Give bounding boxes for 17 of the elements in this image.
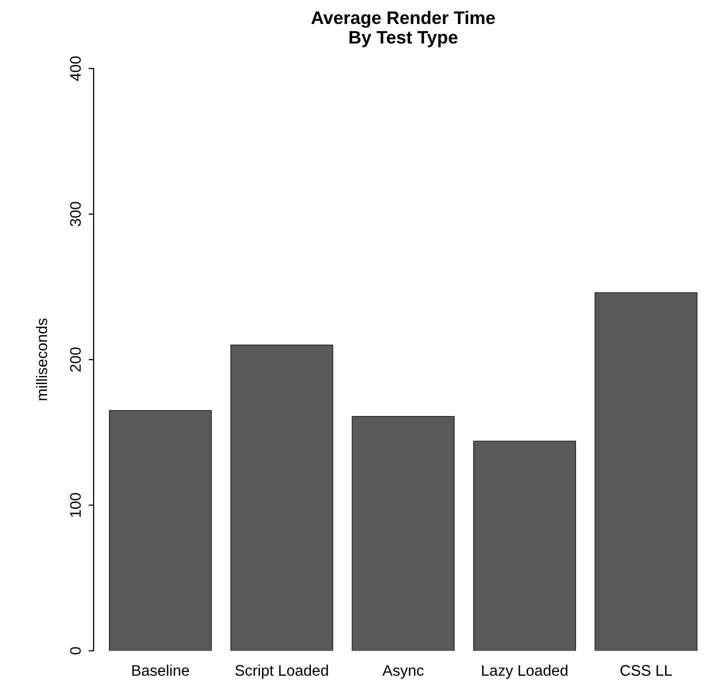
x-tick-label: Async (382, 665, 424, 679)
bar (352, 416, 455, 651)
x-tick-label: Baseline (132, 664, 189, 676)
bar (230, 344, 334, 651)
x-tick-label: Lazy Loaded (482, 664, 568, 679)
bar (594, 292, 698, 651)
bar (108, 410, 212, 651)
x-tick-label: Script Loaded (235, 664, 328, 679)
chart-title: Average Render Time By Test Type (311, 10, 495, 48)
y-tick-label: 200 (70, 347, 81, 372)
y-tick-label: 400 (70, 56, 81, 81)
bar (473, 440, 576, 651)
x-tick-label: CSS LL (620, 665, 672, 676)
y-tick-label: 100 (70, 493, 81, 517)
y-axis-title: milliseconds (36, 318, 48, 400)
y-tick-label: 300 (70, 202, 81, 226)
y-tick-label: 0 (70, 647, 81, 654)
